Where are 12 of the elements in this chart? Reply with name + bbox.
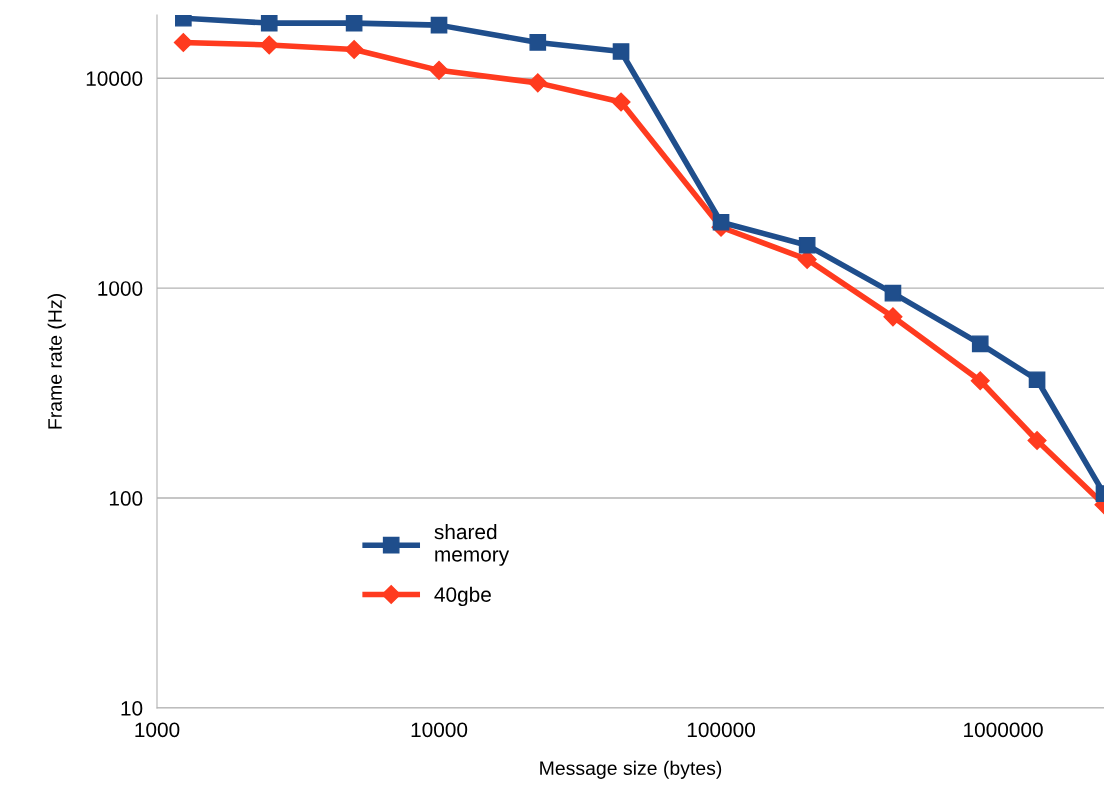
y-tick-label: 10	[121, 701, 143, 716]
y-tick-label: 100	[109, 491, 143, 506]
x-tick-label: 100000	[687, 722, 755, 738]
x-tick-label: 1000	[135, 722, 180, 738]
legend-label: 40gbe	[434, 586, 491, 607]
y-axis-title: Frame rate (Hz)	[47, 294, 66, 429]
x-tick-label: 10000	[411, 722, 468, 738]
y-tick-label: 10000	[86, 71, 143, 86]
y-tick-label: 1000	[98, 281, 143, 296]
x-tick-label: 1000000	[964, 722, 1043, 738]
x-axis-title: Message size (bytes)	[540, 760, 722, 779]
legend-label: shared memory	[434, 523, 510, 566]
